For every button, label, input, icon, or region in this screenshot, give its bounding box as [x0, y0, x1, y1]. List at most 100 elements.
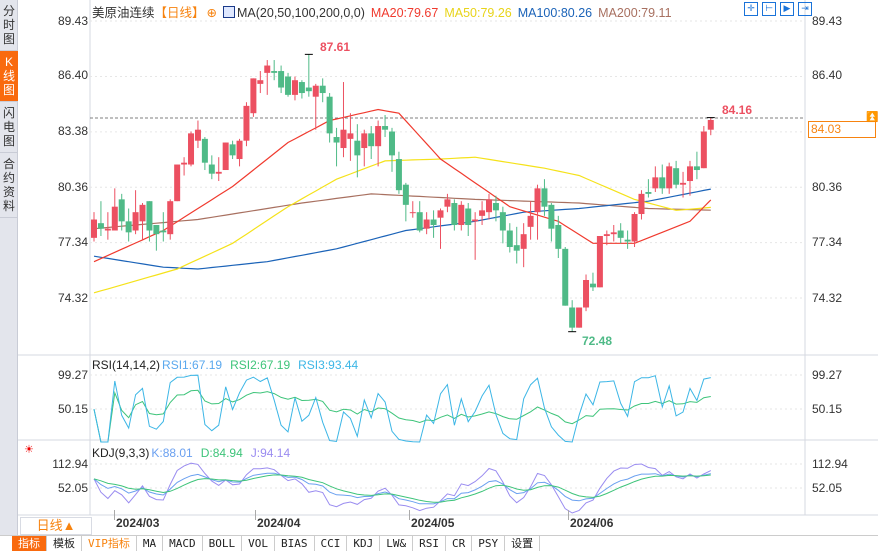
candle-body: [541, 188, 548, 207]
kline-chart[interactable]: [0, 0, 878, 535]
rsi-axis-label: 50.15: [57, 402, 88, 416]
candle-body: [201, 138, 208, 163]
tab-ma[interactable]: MA: [137, 536, 164, 551]
candle-body: [562, 248, 569, 306]
candle-body: [229, 144, 236, 156]
time-axis-label: 2024/05: [408, 510, 455, 530]
period-selector[interactable]: 日线▲: [20, 517, 92, 535]
tab-lwr[interactable]: LW&: [380, 536, 414, 551]
tab-templates[interactable]: 模板: [47, 536, 82, 551]
candle-body: [146, 201, 153, 231]
tab-psy[interactable]: PSY: [472, 536, 506, 551]
candle-body: [139, 204, 146, 222]
rsi3-line: [93, 374, 711, 443]
sidebar: 分时图 K线图 闪电图 合约资料: [0, 0, 18, 535]
candle-body: [645, 192, 652, 194]
candle-body: [409, 212, 416, 214]
candle-body: [188, 133, 195, 165]
tab-timeshare[interactable]: 分时图: [0, 0, 18, 51]
ma-params[interactable]: MA(20,50,100,200,0,0): [237, 6, 365, 20]
candle-body: [388, 131, 395, 156]
candle-body: [548, 204, 555, 229]
add-indicator-icon[interactable]: ⊕: [206, 6, 218, 20]
candle-body: [451, 203, 458, 226]
ma100-value: MA100:80.26: [517, 6, 593, 20]
candle-body: [430, 219, 437, 226]
candle-body: [437, 210, 444, 218]
up-arrow-icon: ⏫: [866, 112, 878, 123]
candle-body: [652, 177, 659, 189]
tab-boll[interactable]: BOLL: [203, 536, 243, 551]
tab-indicators[interactable]: 指标: [12, 536, 47, 551]
candle-body: [278, 71, 285, 88]
candle-body: [631, 214, 638, 242]
instrument-name: 美原油连续: [92, 6, 155, 20]
time-axis-label: 2024/06: [567, 510, 614, 530]
ma20-value: MA20:79.67: [370, 6, 439, 20]
tab-rsi[interactable]: RSI: [413, 536, 446, 551]
candle-body: [194, 129, 201, 141]
candle-body: [555, 225, 562, 249]
low-annotation: 72.48: [582, 334, 613, 348]
candle-body: [354, 140, 361, 156]
kdj-params[interactable]: KDJ(9,3,3): [92, 446, 150, 460]
candle-body: [486, 199, 493, 213]
candle-body: [423, 219, 430, 229]
rsi-params[interactable]: RSI(14,14,2): [92, 358, 161, 372]
candle-body: [666, 166, 673, 189]
rsi1-value: RSI1:67.19: [162, 358, 223, 372]
time-axis-label: 2024/03: [113, 510, 160, 530]
rsi-axis-label: 99.27: [812, 368, 843, 382]
candle-body: [305, 87, 312, 92]
tab-contract-info[interactable]: 合约资料: [0, 153, 18, 218]
candle-body: [111, 206, 118, 231]
crosshair-icon[interactable]: ✛: [744, 2, 758, 16]
tab-bias[interactable]: BIAS: [275, 536, 315, 551]
d-line: [93, 474, 711, 503]
k-line: [93, 472, 711, 505]
tab-cci[interactable]: CCI: [315, 536, 348, 551]
candle-body: [416, 212, 423, 231]
rsi-axis-label: 50.15: [812, 402, 843, 416]
tab-settings[interactable]: 设置: [505, 536, 541, 551]
candle-body: [569, 307, 576, 328]
settings-sun-icon[interactable]: ☀: [24, 444, 34, 456]
tab-cr[interactable]: CR: [446, 536, 473, 551]
rsi2-line: [93, 389, 711, 443]
kdj-axis-label: 52.05: [57, 481, 88, 495]
candle-body: [174, 164, 181, 202]
candle-body: [617, 230, 624, 238]
candle-body: [527, 215, 534, 227]
ma20-line: [93, 108, 712, 263]
tab-kline[interactable]: K线图: [0, 51, 18, 102]
candle-body: [707, 119, 714, 130]
play-icon[interactable]: ▶: [780, 2, 794, 16]
candle-body: [465, 208, 472, 226]
tab-macd[interactable]: MACD: [163, 536, 203, 551]
tab-vol[interactable]: VOL: [242, 536, 275, 551]
candle-body: [118, 199, 125, 222]
jump-latest-icon[interactable]: ⇥: [798, 2, 812, 16]
zoom-range-icon[interactable]: ⊢: [762, 2, 776, 16]
candle-body: [361, 133, 368, 149]
ma100-line: [93, 188, 711, 270]
period-label[interactable]: 【日线】: [154, 6, 205, 20]
candle-body: [479, 210, 486, 216]
candle-body: [576, 307, 583, 328]
j-line: [93, 462, 712, 514]
candle-body: [520, 234, 527, 249]
candle-body: [181, 162, 188, 165]
j-value: J:94.14: [250, 446, 291, 460]
candle-body: [395, 159, 402, 191]
left-axis-label: 77.34: [57, 235, 88, 249]
candle-body: [499, 212, 506, 231]
tab-vip-indicators[interactable]: VIP指标: [82, 536, 137, 551]
candle-body: [659, 177, 666, 189]
high-annotation: 87.61: [320, 40, 351, 54]
indicator-chart-icon[interactable]: [223, 6, 236, 18]
candle-body: [236, 140, 243, 160]
tab-kdj[interactable]: KDJ: [347, 536, 381, 551]
candle-body: [596, 236, 603, 288]
tab-flash[interactable]: 闪电图: [0, 102, 18, 153]
kdj-axis-label: 52.05: [812, 481, 843, 495]
